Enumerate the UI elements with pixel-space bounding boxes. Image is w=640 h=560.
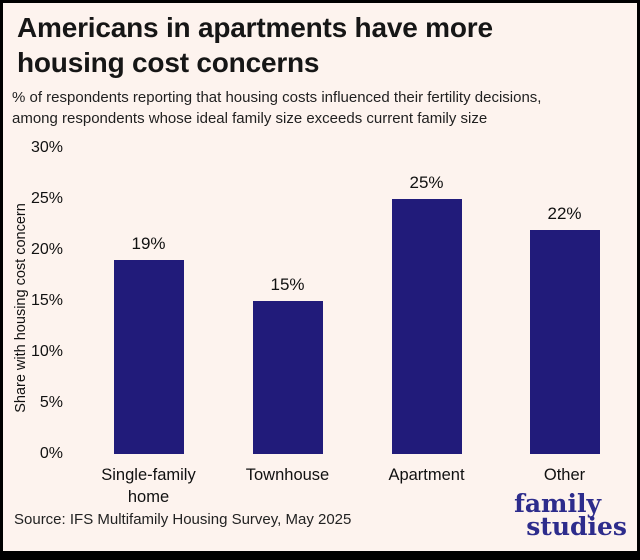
card-border-right xyxy=(637,0,640,560)
y-axis-tick-label: 0% xyxy=(39,445,63,462)
source-note: Source: IFS Multifamily Housing Survey, … xyxy=(14,511,352,528)
x-axis-tick-label: Townhouse xyxy=(245,466,330,484)
bar-value-label: 19% xyxy=(131,234,166,253)
logo-line-family: family xyxy=(514,489,601,518)
x-axis-tick-label: Other xyxy=(543,466,586,484)
chart-subtitle: % of respondents reporting that housing … xyxy=(12,87,627,129)
y-axis-tick-label: 25% xyxy=(30,190,63,207)
bar-value-label: 22% xyxy=(547,204,582,223)
card-border-left xyxy=(0,0,3,560)
chart-subtitle-line-1: % of respondents reporting that housing … xyxy=(12,89,542,106)
card-border-top xyxy=(0,0,640,3)
y-axis-tick-label: 10% xyxy=(30,343,63,360)
chart-subtitle-line-2: among respondents whose ideal family siz… xyxy=(12,110,488,127)
y-axis-tick-label: 15% xyxy=(30,292,63,309)
y-axis-tick-label: 20% xyxy=(30,241,63,258)
chart-title-line-2: housing cost concerns xyxy=(17,47,320,78)
card-border-bottom xyxy=(0,551,640,560)
bar-value-label: 15% xyxy=(270,275,305,294)
bar xyxy=(391,199,462,454)
family-studies-logo: family studies xyxy=(514,489,627,541)
y-axis-tick-label: 5% xyxy=(39,394,63,411)
bar xyxy=(252,301,323,454)
bar-value-label: 25% xyxy=(409,173,444,192)
bar xyxy=(113,260,184,454)
chart-title-line-1: Americans in apartments have more xyxy=(17,12,493,43)
logo-line-studies: studies xyxy=(526,512,627,541)
y-axis-tick-label: 30% xyxy=(30,139,63,156)
x-axis-tick-label: Apartment xyxy=(388,466,465,484)
bar xyxy=(529,230,600,454)
chart-title: Americans in apartments have more housin… xyxy=(17,10,617,80)
x-axis-tick-label: Single-family home xyxy=(101,466,196,506)
